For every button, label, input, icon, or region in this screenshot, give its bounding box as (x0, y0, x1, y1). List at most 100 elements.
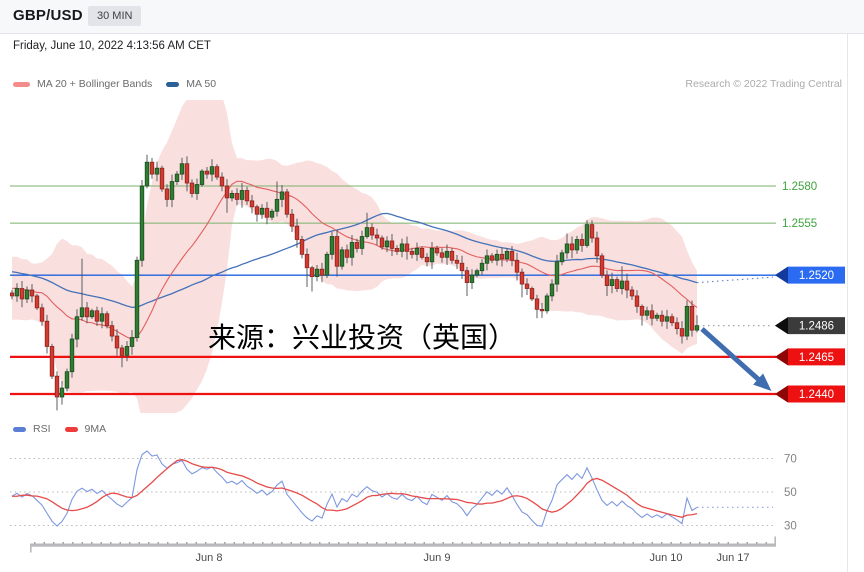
candle-body (59, 387, 65, 398)
candle-body (669, 316, 675, 324)
candle-body (459, 262, 465, 272)
candle-body (694, 325, 700, 331)
candle-body (284, 191, 290, 215)
candle-body (689, 305, 695, 331)
candle-body (384, 240, 390, 248)
candle-body (184, 163, 190, 184)
candle-body (554, 261, 560, 285)
price-level-label-1.2555: 1.2555 (782, 218, 817, 230)
candle-body (644, 310, 650, 316)
ma50-label: MA 50 (186, 78, 217, 90)
time-axis-label-jun-17: Jun 17 (716, 552, 749, 564)
candle-body (634, 295, 640, 307)
candle-body (189, 182, 195, 194)
candle-body (499, 253, 505, 260)
price-tag-tip-icon (775, 385, 788, 403)
candle-body (404, 243, 410, 252)
candle-body (274, 198, 280, 212)
candle-body (494, 253, 500, 261)
candle-body (579, 239, 585, 246)
candle-body (234, 193, 240, 200)
candle-body (639, 305, 645, 316)
candle-body (529, 288, 535, 300)
candle-body (134, 259, 140, 338)
ma20-bollinger-swatch-icon (13, 81, 30, 87)
price-tag-label-1.2520: 1.2520 (799, 270, 834, 282)
candle-body (344, 249, 350, 258)
candle-body (289, 213, 295, 227)
candle-body (84, 307, 90, 318)
price-tag-label-1.2440: 1.2440 (799, 389, 834, 401)
candle-body (244, 190, 250, 202)
candle-body (69, 338, 75, 373)
candle-body (609, 279, 615, 286)
candle-body (469, 274, 475, 283)
candle-body (314, 268, 320, 278)
candle-body (259, 207, 265, 215)
rsi-line (11, 450, 698, 527)
candle-body (309, 267, 315, 278)
candle-body (584, 224, 590, 246)
rsi-panel: 70 50 30 (10, 454, 797, 533)
candle-body (194, 184, 200, 194)
rsi-lines-layer (11, 450, 698, 527)
candle-body (139, 185, 145, 261)
candle-body (269, 210, 275, 218)
candle-body (49, 346, 55, 377)
candle-body (594, 237, 600, 257)
candle-body (179, 163, 185, 175)
candle-body (414, 247, 420, 255)
time-axis-bar[interactable] (30, 543, 776, 547)
candle-body (204, 170, 210, 175)
price-tag-1.2486 (775, 317, 845, 335)
candle-body (219, 176, 225, 187)
candle-body (109, 325, 115, 337)
candle-body (589, 224, 595, 239)
candle-body (264, 207, 270, 218)
time-axis-label-jun-8: Jun 8 (196, 552, 223, 564)
candle-body (334, 236, 340, 267)
candle-body (10, 292, 15, 297)
candle-body (374, 234, 380, 239)
price-tag-tip-icon (775, 348, 788, 366)
candle-body (504, 250, 510, 260)
candle-body (379, 237, 385, 248)
timeframe-badge[interactable]: 30 MIN (88, 6, 142, 26)
candle-body (434, 247, 440, 254)
candle-body (539, 308, 545, 312)
ma50-line (11, 212, 698, 309)
candle-body (324, 253, 330, 276)
candle-body (574, 239, 580, 251)
candle-body (389, 240, 395, 249)
dotted-extensions-layer (696, 276, 774, 327)
candle-body (474, 270, 480, 276)
rsi-ma-label: 9MA (84, 423, 107, 435)
rsi-ma-swatch-icon (64, 426, 78, 432)
candle-body (224, 185, 230, 199)
candle-body (519, 271, 525, 285)
candle-body (364, 227, 370, 237)
candle-body (399, 243, 405, 252)
rsi-gridline-label-70: 70 (784, 454, 797, 466)
moving-averages-layer (11, 180, 698, 340)
candle-body (24, 289, 30, 300)
price-tag-tip-icon (775, 317, 788, 335)
candle-body (679, 328, 685, 337)
candle-body (214, 166, 220, 178)
ma20-line (11, 180, 698, 340)
candle-body (164, 188, 170, 200)
price-level-label-1.2580: 1.2580 (782, 181, 817, 193)
rsi-gridline-label-30: 30 (784, 521, 797, 533)
price-tag-1.2440 (775, 385, 845, 403)
candle-body (144, 161, 150, 187)
candle-body (439, 252, 445, 258)
price-tag-1.2465 (775, 348, 845, 366)
candle-body (39, 307, 45, 322)
bollinger-band-area (12, 100, 697, 413)
candle-body (129, 337, 135, 347)
candle-body (564, 243, 570, 254)
candle-body (394, 247, 400, 252)
candle-body (34, 295, 40, 309)
